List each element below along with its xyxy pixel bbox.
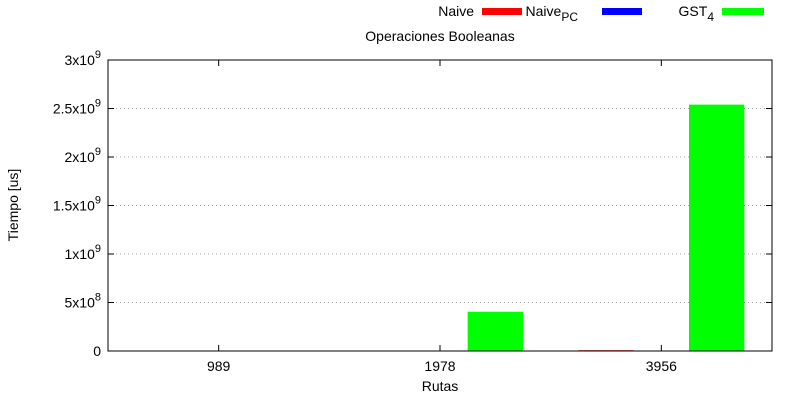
- legend-swatch: [482, 8, 522, 15]
- y-axis-label: Tiempo [us]: [5, 169, 21, 242]
- bar-gst-4-3956: [689, 104, 745, 352]
- chart-title: Operaciones Booleanas: [365, 28, 514, 44]
- x-axis-ticks: 989 1978 3956: [207, 60, 677, 374]
- x-tick-label: 3956: [646, 358, 677, 374]
- x-tick-label: 989: [207, 358, 231, 374]
- x-axis-label: Rutas: [422, 378, 459, 394]
- legend-swatch: [722, 8, 764, 15]
- y-axis-ticks: 0 5x108 1x109 1.5x109 2x109 2.5x109 3x109: [53, 49, 772, 359]
- legend: Naive NaivePC GST4: [438, 3, 764, 24]
- legend-swatch: [602, 8, 642, 15]
- bars: [467, 104, 745, 352]
- y-tick-label: 5x108: [65, 292, 101, 311]
- bar-gst-4-1978: [467, 311, 523, 351]
- x-tick-label: 1978: [424, 358, 455, 374]
- y-tick-label: 1.5x109: [53, 195, 101, 214]
- legend-label: NaivePC: [526, 3, 579, 24]
- y-tick-label: 3x109: [65, 49, 101, 68]
- y-tick-label: 2x109: [65, 146, 101, 165]
- y-tick-label: 2.5x109: [53, 98, 101, 117]
- legend-label: GST4: [679, 3, 715, 24]
- y-tick-label: 0: [93, 343, 101, 359]
- legend-label: Naive: [438, 3, 474, 19]
- y-tick-label: 1x109: [65, 243, 101, 262]
- grid-lines: [108, 108, 772, 303]
